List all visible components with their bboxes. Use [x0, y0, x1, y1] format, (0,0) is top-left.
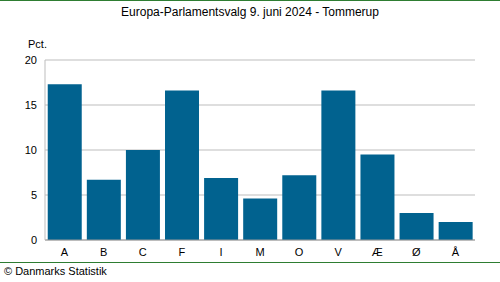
svg-text:10: 10 [25, 144, 37, 156]
html-text:© Danmarks Statistik: © Danmarks Statistik [4, 265, 107, 277]
svg-text:20: 20 [25, 54, 37, 66]
svg-text:Å: Å [452, 246, 460, 258]
svg-text:M: M [255, 246, 264, 258]
svg-text:F: F [178, 246, 185, 258]
html-text:Pct.: Pct. [28, 38, 47, 50]
svg-text:O: O [295, 246, 304, 258]
svg-text:I: I [219, 246, 222, 258]
html-text:Europa-Parlamentsvalg 9. juni: Europa-Parlamentsvalg 9. juni 2024 - Tom… [121, 5, 379, 19]
svg-text:0: 0 [31, 234, 37, 246]
svg-text:Æ: Æ [372, 246, 383, 258]
svg-text:Ø: Ø [412, 246, 421, 258]
svg-text:C: C [139, 246, 147, 258]
svg-text:B: B [100, 246, 107, 258]
svg-text:15: 15 [25, 99, 37, 111]
svg-text:5: 5 [31, 189, 37, 201]
svg-text:V: V [335, 246, 343, 258]
svg-text:A: A [61, 246, 69, 258]
